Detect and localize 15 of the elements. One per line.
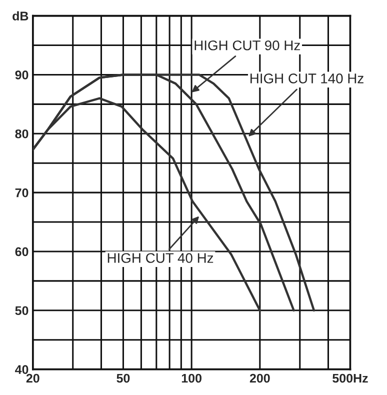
y-tick-label: 70 xyxy=(15,188,28,198)
y-tick-label: 80 xyxy=(15,129,28,138)
y-tick-label: 90 xyxy=(15,70,28,80)
x-tick-label: 500Hz xyxy=(332,374,368,383)
y-tick-label: 40 xyxy=(15,365,28,374)
x-tick-label: 200 xyxy=(250,374,270,383)
x-tick-label: 20 xyxy=(26,374,40,383)
x-tick-label: 100 xyxy=(182,374,202,383)
annotation: HIGH CUT 90 Hz xyxy=(194,40,300,50)
x-tick-label: 50 xyxy=(116,374,130,383)
annotation: HIGH CUT 40 Hz xyxy=(108,253,214,263)
y-tick-label: 60 xyxy=(15,247,28,256)
y-tick-label: dB xyxy=(12,11,28,20)
y-tick-label: 50 xyxy=(15,306,28,316)
annotation: HIGH CUT 140 Hz xyxy=(250,74,364,84)
